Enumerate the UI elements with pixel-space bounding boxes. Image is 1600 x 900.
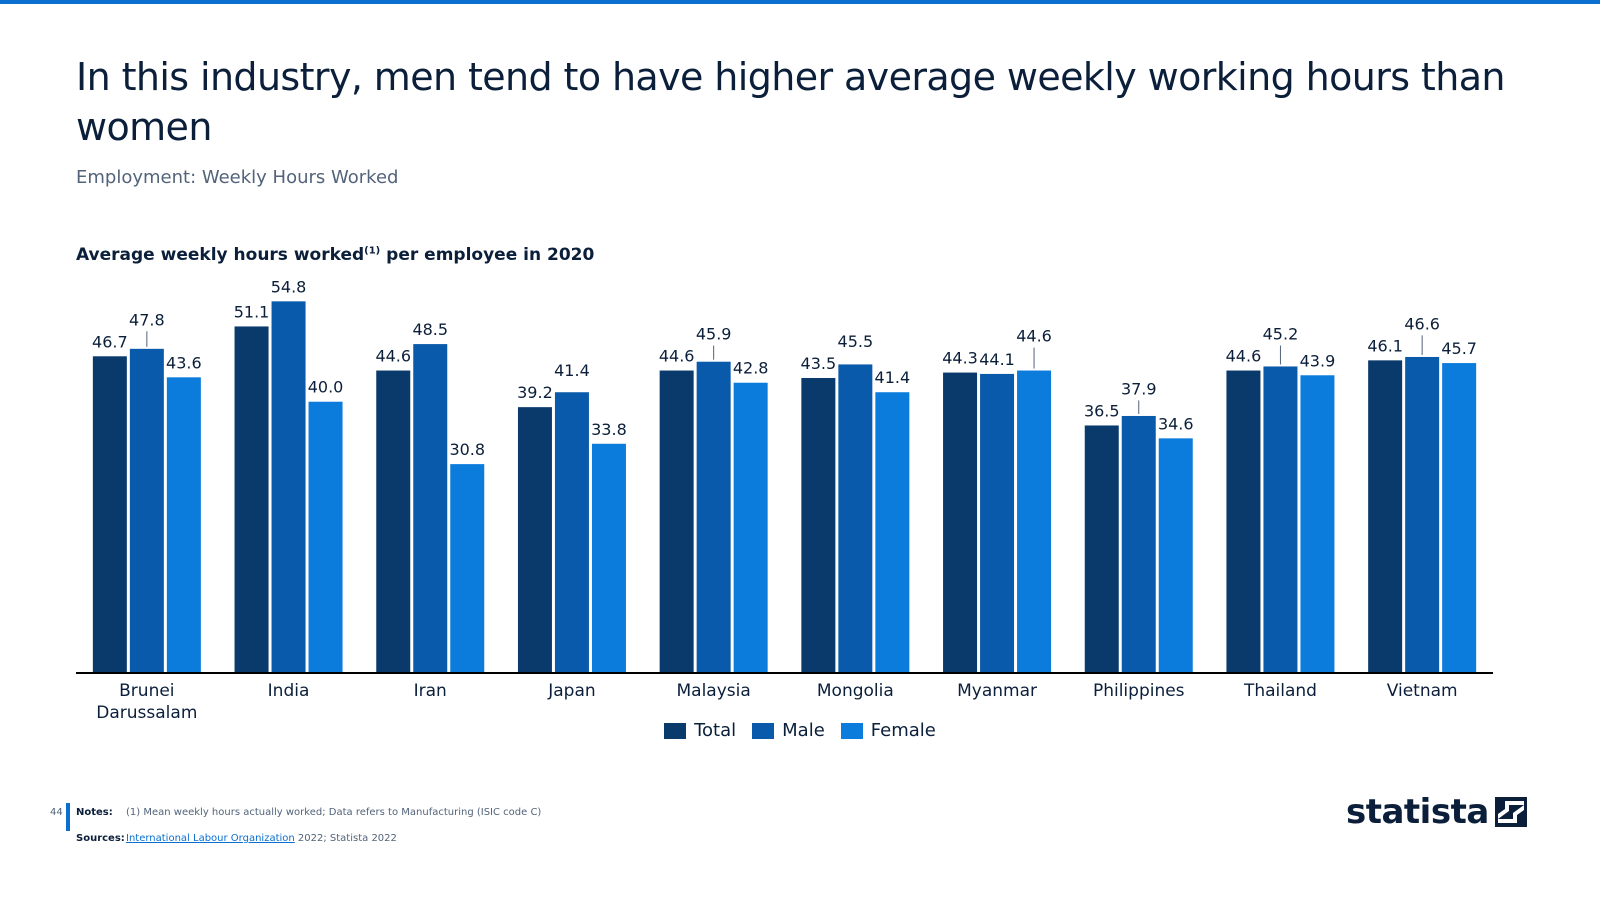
legend-label-male: Male (782, 720, 825, 741)
bar-myanmar-total[interactable] (943, 372, 978, 673)
top-accent-bar (0, 0, 1600, 4)
value-label-iran-female: 30.8 (449, 440, 485, 459)
value-label-mongolia-total: 43.5 (801, 354, 837, 373)
category-label-india: India (268, 681, 310, 701)
notes-label: Notes: (76, 807, 113, 818)
bar-iran-total[interactable] (376, 370, 411, 673)
bar-mongolia-total[interactable] (801, 377, 836, 673)
legend-item-total[interactable]: Total (664, 720, 736, 741)
value-label-mongolia-male: 45.5 (838, 332, 874, 351)
value-label-japan-male: 41.4 (554, 361, 590, 380)
chart-title-footnote-ref: (1) (364, 245, 381, 257)
legend-label-total: Total (694, 720, 737, 741)
bar-malaysia-male[interactable] (696, 361, 731, 673)
value-label-philippines-male: 37.9 (1121, 379, 1157, 398)
bar-myanmar-female[interactable] (1017, 370, 1052, 673)
sources-text: International Labour Organization 2022; … (126, 833, 397, 844)
bar-thailand-total[interactable] (1226, 370, 1261, 673)
category-label-malaysia: Malaysia (677, 681, 751, 701)
value-label-brunei-darussalam-male: 47.8 (129, 310, 165, 329)
page-number-rule (66, 803, 70, 831)
statista-logo[interactable]: statista (1346, 792, 1527, 832)
statista-logo-icon (1494, 797, 1527, 827)
legend-swatch-total (664, 722, 687, 739)
value-label-myanmar-male: 44.1 (979, 350, 1015, 369)
legend-swatch-male (752, 722, 775, 739)
value-label-philippines-female: 34.6 (1158, 414, 1194, 433)
legend-item-female[interactable]: Female (840, 720, 936, 741)
chart-title: Average weekly hours worked(1) per emplo… (76, 245, 594, 265)
category-label-iran: Iran (414, 681, 447, 701)
value-label-india-total: 51.1 (234, 302, 270, 321)
legend-swatch-female (840, 722, 863, 739)
value-label-philippines-total: 36.5 (1084, 401, 1120, 420)
category-label-myanmar: Myanmar (957, 681, 1037, 701)
bar-vietnam-female[interactable] (1442, 363, 1477, 673)
bar-japan-female[interactable] (591, 443, 626, 673)
value-label-japan-total: 39.2 (517, 383, 553, 402)
chart-title-tail: per employee in 2020 (380, 245, 595, 265)
notes-text: (1) Mean weekly hours actually worked; D… (126, 807, 542, 818)
bar-brunei-darussalam-male[interactable] (129, 348, 164, 673)
bar-myanmar-male[interactable] (980, 373, 1015, 673)
bar-vietnam-total[interactable] (1368, 360, 1403, 673)
bar-india-female[interactable] (308, 401, 343, 673)
bar-mongolia-male[interactable] (838, 364, 873, 673)
category-label-japan: Japan (547, 681, 595, 701)
value-label-india-male: 54.8 (271, 277, 307, 296)
value-label-malaysia-male: 45.9 (696, 325, 732, 344)
value-label-vietnam-male: 46.6 (1404, 314, 1440, 333)
category-label-thailand: Thailand (1243, 681, 1317, 701)
value-label-myanmar-total: 44.3 (942, 349, 978, 368)
value-label-thailand-female: 43.9 (1300, 351, 1336, 370)
value-label-vietnam-female: 45.7 (1441, 339, 1477, 358)
bar-thailand-male[interactable] (1263, 366, 1298, 673)
category-label-vietnam: Vietnam (1387, 681, 1458, 701)
chart-legend: Total Male Female (0, 720, 1600, 741)
bar-japan-male[interactable] (554, 392, 589, 673)
legend-label-female: Female (870, 720, 936, 741)
page-subtitle: Employment: Weekly Hours Worked (76, 167, 399, 188)
bar-japan-total[interactable] (517, 407, 552, 673)
chart-title-main: Average weekly hours worked (76, 245, 365, 265)
category-label-philippines: Philippines (1093, 681, 1185, 701)
value-label-brunei-darussalam-female: 43.6 (166, 353, 202, 372)
sources-tail: 2022; Statista 2022 (294, 833, 397, 844)
value-label-malaysia-total: 44.6 (659, 347, 695, 366)
legend-item-male[interactable]: Male (752, 720, 825, 741)
bar-brunei-darussalam-total[interactable] (92, 356, 127, 673)
logo-wordmark: statista (1346, 792, 1489, 832)
bar-thailand-female[interactable] (1300, 375, 1335, 673)
category-label-brunei-darussalam: Brunei Darussalam (96, 681, 197, 723)
value-label-india-female: 40.0 (308, 378, 344, 397)
bar-iran-male[interactable] (413, 344, 448, 673)
value-label-thailand-total: 44.6 (1226, 347, 1262, 366)
bar-india-male[interactable] (271, 301, 306, 673)
value-label-mongolia-female: 41.4 (875, 368, 911, 387)
value-label-brunei-darussalam-total: 46.7 (92, 332, 128, 351)
bar-india-total[interactable] (234, 326, 269, 673)
value-label-iran-male: 48.5 (412, 320, 448, 339)
page-number: 44 (50, 807, 63, 818)
bar-malaysia-female[interactable] (733, 382, 768, 673)
bar-malaysia-total[interactable] (659, 370, 694, 673)
sources-label: Sources: (76, 833, 125, 844)
bar-iran-female[interactable] (450, 464, 485, 673)
value-label-japan-female: 33.8 (591, 420, 627, 439)
value-label-malaysia-female: 42.8 (733, 359, 769, 378)
bar-philippines-male[interactable] (1121, 415, 1156, 673)
value-label-iran-total: 44.6 (375, 347, 411, 366)
page-title: In this industry, men tend to have highe… (76, 55, 1505, 149)
value-label-myanmar-female: 44.6 (1016, 327, 1052, 346)
value-label-thailand-male: 45.2 (1263, 325, 1299, 344)
bar-mongolia-female[interactable] (875, 392, 910, 673)
bar-brunei-darussalam-female[interactable] (166, 377, 201, 673)
bar-vietnam-male[interactable] (1405, 356, 1440, 673)
bar-chart: 46.747.8 43.6 Brunei Darussalam 51.154.8 40.0… (76, 277, 1493, 723)
bar-philippines-total[interactable] (1084, 425, 1119, 673)
sources-link[interactable]: International Labour Organization (126, 833, 295, 844)
bar-philippines-female[interactable] (1158, 438, 1193, 673)
category-label-mongolia: Mongolia (817, 681, 894, 701)
value-label-vietnam-total: 46.1 (1367, 336, 1403, 355)
